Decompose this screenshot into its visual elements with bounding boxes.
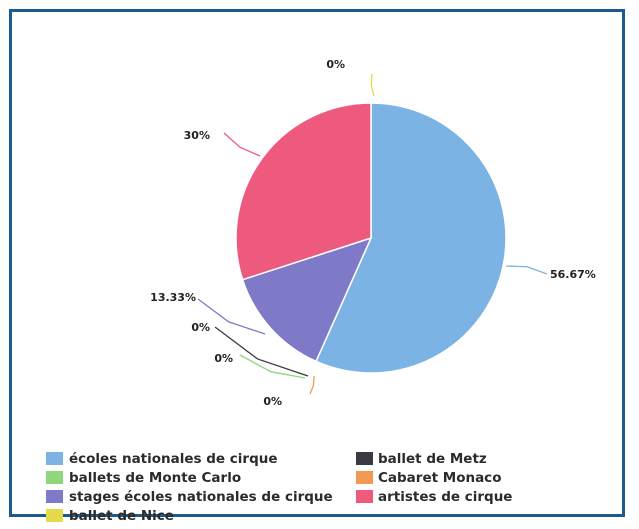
- pie-labels: 0% 56.67% 0% 0% 0% 13.33% 30%: [150, 58, 596, 408]
- legend-swatch: [356, 452, 373, 465]
- legend-item-cabaret-monaco[interactable]: Cabaret Monaco: [356, 469, 626, 486]
- leader-line-ballet-de-nice: [370, 73, 375, 97]
- legend-item-artistes-de-cirque[interactable]: artistes de cirque: [356, 488, 626, 505]
- pie-slice-stages-ecoles-nationales-de-cirque[interactable]: [241, 236, 373, 363]
- legend-label: Cabaret Monaco: [378, 469, 502, 486]
- leader-line-ecoles-nationales-de-cirque: [505, 265, 548, 275]
- pie-label-stages-ecoles-nationales-de-cirque: 13.33%: [150, 291, 196, 304]
- pie-label-artistes-de-cirque: 30%: [184, 129, 210, 142]
- leader-lines: [197, 73, 548, 395]
- legend-label: ballet de Metz: [378, 450, 487, 467]
- legend-label: ballets de Monte Carlo: [69, 469, 242, 486]
- pie-slices: [235, 102, 507, 374]
- legend-swatch: [46, 509, 63, 522]
- pie-slice-ecoles-nationales-de-cirque[interactable]: [315, 102, 507, 374]
- legend-item-stages-ecoles-nationales-de-cirque[interactable]: stages écoles nationales de cirque: [46, 488, 356, 505]
- chart-frame: 0% 56.67% 0% 0% 0% 13.33% 30% écoles nationale…: [9, 9, 625, 524]
- legend-label: écoles nationales de cirque: [69, 450, 278, 467]
- legend-label: stages écoles nationales de cirque: [69, 488, 333, 505]
- legend-label: ballet de Nice: [69, 507, 174, 524]
- pie-label-ballet-de-nice: 0%: [326, 58, 345, 71]
- legend: écoles nationales de cirque ballet de Met…: [46, 450, 626, 524]
- pie-label-ecoles-nationales-de-cirque: 56.67%: [550, 268, 596, 281]
- legend-swatch: [46, 490, 63, 503]
- leader-line-artistes-de-cirque: [223, 132, 261, 157]
- pie-label-ballets-de-monte-carlo: 0%: [214, 352, 233, 365]
- legend-item-ecoles-nationales-de-cirque[interactable]: écoles nationales de cirque: [46, 450, 356, 467]
- pie-chart: 0% 56.67% 0% 0% 0% 13.33% 30%: [150, 58, 596, 408]
- legend-item-ballet-de-nice[interactable]: ballet de Nice: [46, 507, 356, 524]
- legend-item-ballets-de-monte-carlo[interactable]: ballets de Monte Carlo: [46, 469, 356, 486]
- leader-line-stages-ecoles-nationales-de-cirque: [197, 298, 266, 335]
- legend-item-ballet-de-metz[interactable]: ballet de Metz: [356, 450, 626, 467]
- pie-label-ballet-de-metz: 0%: [191, 321, 210, 334]
- leader-line-cabaret-monaco: [309, 375, 315, 395]
- legend-swatch: [356, 471, 373, 484]
- pie-slice-artistes-de-cirque[interactable]: [235, 102, 372, 281]
- legend-swatch: [356, 490, 373, 503]
- pie-label-cabaret-monaco: 0%: [263, 395, 282, 408]
- leader-line-ballets-de-monte-carlo: [239, 354, 306, 379]
- legend-swatch: [46, 471, 63, 484]
- leader-line-ballet-de-metz: [214, 326, 309, 377]
- legend-swatch: [46, 452, 63, 465]
- legend-label: artistes de cirque: [378, 488, 513, 505]
